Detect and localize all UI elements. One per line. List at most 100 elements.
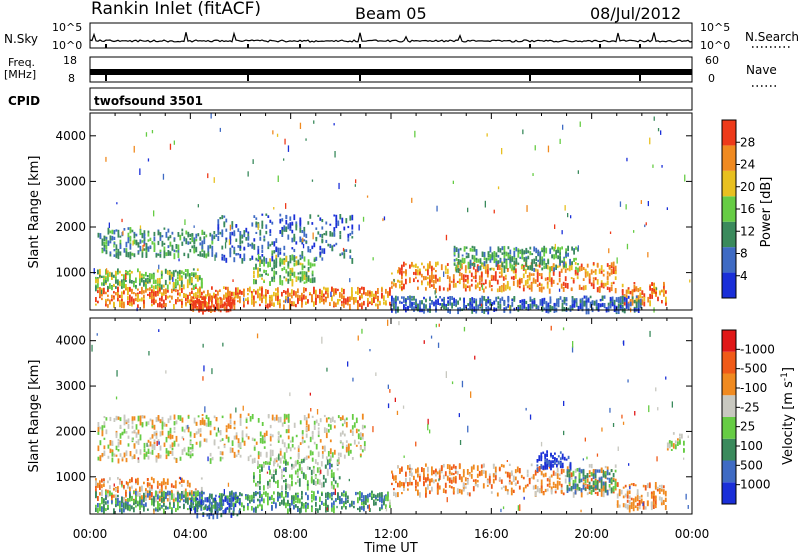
- velocity-echo-cell: [149, 490, 151, 494]
- velocity-echo-cell: [135, 490, 137, 496]
- velocity-echo-cell: [139, 420, 142, 426]
- power-echo-cell: [275, 254, 278, 259]
- power-echo-cell: [139, 291, 141, 294]
- power-echo-cell: [187, 297, 189, 304]
- velocity-echo-cell: [131, 425, 134, 429]
- power-echo-cell: [490, 285, 493, 288]
- velocity-echo-cell: [249, 416, 252, 422]
- power-echo-cell: [606, 263, 609, 267]
- power-echo-cell: [459, 262, 462, 268]
- velocity-echo-cell: [155, 508, 157, 512]
- power-echo-cell: [305, 295, 307, 300]
- power-echo-cell: [185, 297, 187, 302]
- velocity-echo-cell: [488, 479, 491, 484]
- velocity-echo-cell: [145, 421, 148, 427]
- power-echo-cell: [339, 292, 341, 298]
- power-echo-cell: [115, 247, 118, 251]
- velocity-echo-cell: [556, 480, 559, 486]
- power-echo-cell: [635, 306, 638, 310]
- velocity-echo-cell: [131, 477, 133, 483]
- power-echo-cell: [531, 264, 534, 270]
- velocity-echo-cell: [333, 425, 336, 429]
- power-echo-cell: [105, 237, 108, 240]
- power-echo-cell: [283, 290, 285, 293]
- velocity-echo-cell: [216, 507, 219, 510]
- velocity-echo-cell: [300, 458, 303, 462]
- power-echo-cell: [487, 298, 490, 302]
- power-echo-cell: [611, 304, 614, 307]
- power-echo-cell: [174, 269, 177, 273]
- power-echo-cell: [289, 275, 292, 282]
- power-echo-cell: [117, 279, 119, 286]
- power-echo-cell: [525, 262, 528, 267]
- velocity-echo-cell: [289, 456, 292, 460]
- power-echo-cell: [133, 292, 135, 295]
- velocity-echo-cell: [150, 476, 153, 481]
- velocity-echo-cell: [458, 466, 461, 470]
- velocity-echo-cell: [143, 492, 145, 499]
- power-echo-cell: [291, 237, 294, 243]
- power-echo-cell: [202, 303, 204, 307]
- power-echo-cell: [341, 304, 343, 307]
- power-echo-cell: [517, 262, 520, 265]
- velocity-echo-cell: [323, 427, 326, 433]
- velocity-echo-cell: [107, 444, 110, 449]
- velocity-echo-cell: [361, 492, 363, 499]
- velocity-echo-cell: [419, 475, 421, 482]
- velocity-echo-cell: [425, 492, 427, 498]
- power-echo-cell: [393, 284, 395, 287]
- power-echo-cell: [483, 251, 486, 257]
- power-echo-cell: [137, 304, 139, 309]
- velocity-echo-cell: [105, 417, 108, 421]
- velocity-echo-cell: [462, 469, 465, 473]
- velocity-echo-cell: [363, 507, 365, 512]
- velocity-echo-cell: [580, 492, 583, 498]
- power-echo-cell: [202, 296, 204, 300]
- velocity-echo-cell: [363, 500, 365, 505]
- velocity-echo-cell: [226, 498, 229, 502]
- velocity-echo-cell: [540, 479, 543, 485]
- power-echo-cell: [438, 276, 441, 282]
- power-echo-cell: [188, 277, 191, 284]
- velocity-echo-cell: [159, 454, 162, 459]
- power-echo-cell: [259, 297, 261, 301]
- power-echo-cell: [557, 248, 559, 253]
- power-echo-cell: [181, 301, 183, 305]
- power-echo-cell: [121, 274, 123, 277]
- power-echo-cell: [129, 235, 132, 239]
- power-echo-cell: [573, 249, 575, 255]
- velocity-echo-cell: [119, 433, 122, 439]
- velocity-echo-cell: [151, 434, 154, 438]
- velocity-echo-cell: [312, 479, 315, 485]
- velocity-echo-cell: [415, 485, 417, 489]
- velocity-echo-cell: [163, 502, 165, 507]
- power-echo-cell: [523, 257, 526, 261]
- velocity-echo-cell: [187, 446, 190, 453]
- velocity-echo-cell: [293, 494, 295, 498]
- power-echo-cell: [614, 265, 617, 271]
- power-echo-cell: [551, 254, 554, 259]
- velocity-echo-cell: [476, 473, 479, 478]
- power-echo-cell: [528, 272, 531, 277]
- power-echo-cell: [514, 273, 517, 279]
- power-echo-cell: [295, 224, 298, 231]
- velocity-echo-cell: [141, 499, 143, 506]
- power-echo-cell: [229, 248, 232, 254]
- power-echo-cell: [229, 239, 232, 245]
- power-echo-cell: [592, 279, 595, 284]
- velocity-echo-cell: [371, 490, 373, 494]
- power-echo-cell: [217, 227, 220, 232]
- power-echo-cell: [363, 290, 365, 295]
- power-echo-cell: [563, 307, 566, 312]
- power-echo-cell: [255, 217, 258, 220]
- power-echo-cell: [139, 274, 141, 280]
- power-noise-cell: [116, 202, 118, 205]
- velocity-echo-cell: [283, 421, 286, 424]
- velocity-echo-cell: [111, 500, 113, 504]
- power-noise-cell: [358, 224, 360, 231]
- velocity-echo-cell: [232, 497, 235, 502]
- power-echo-cell: [603, 303, 606, 309]
- velocity-echo-cell: [604, 465, 607, 469]
- power-echo-cell: [545, 309, 548, 313]
- velocity-echo-cell: [498, 477, 501, 481]
